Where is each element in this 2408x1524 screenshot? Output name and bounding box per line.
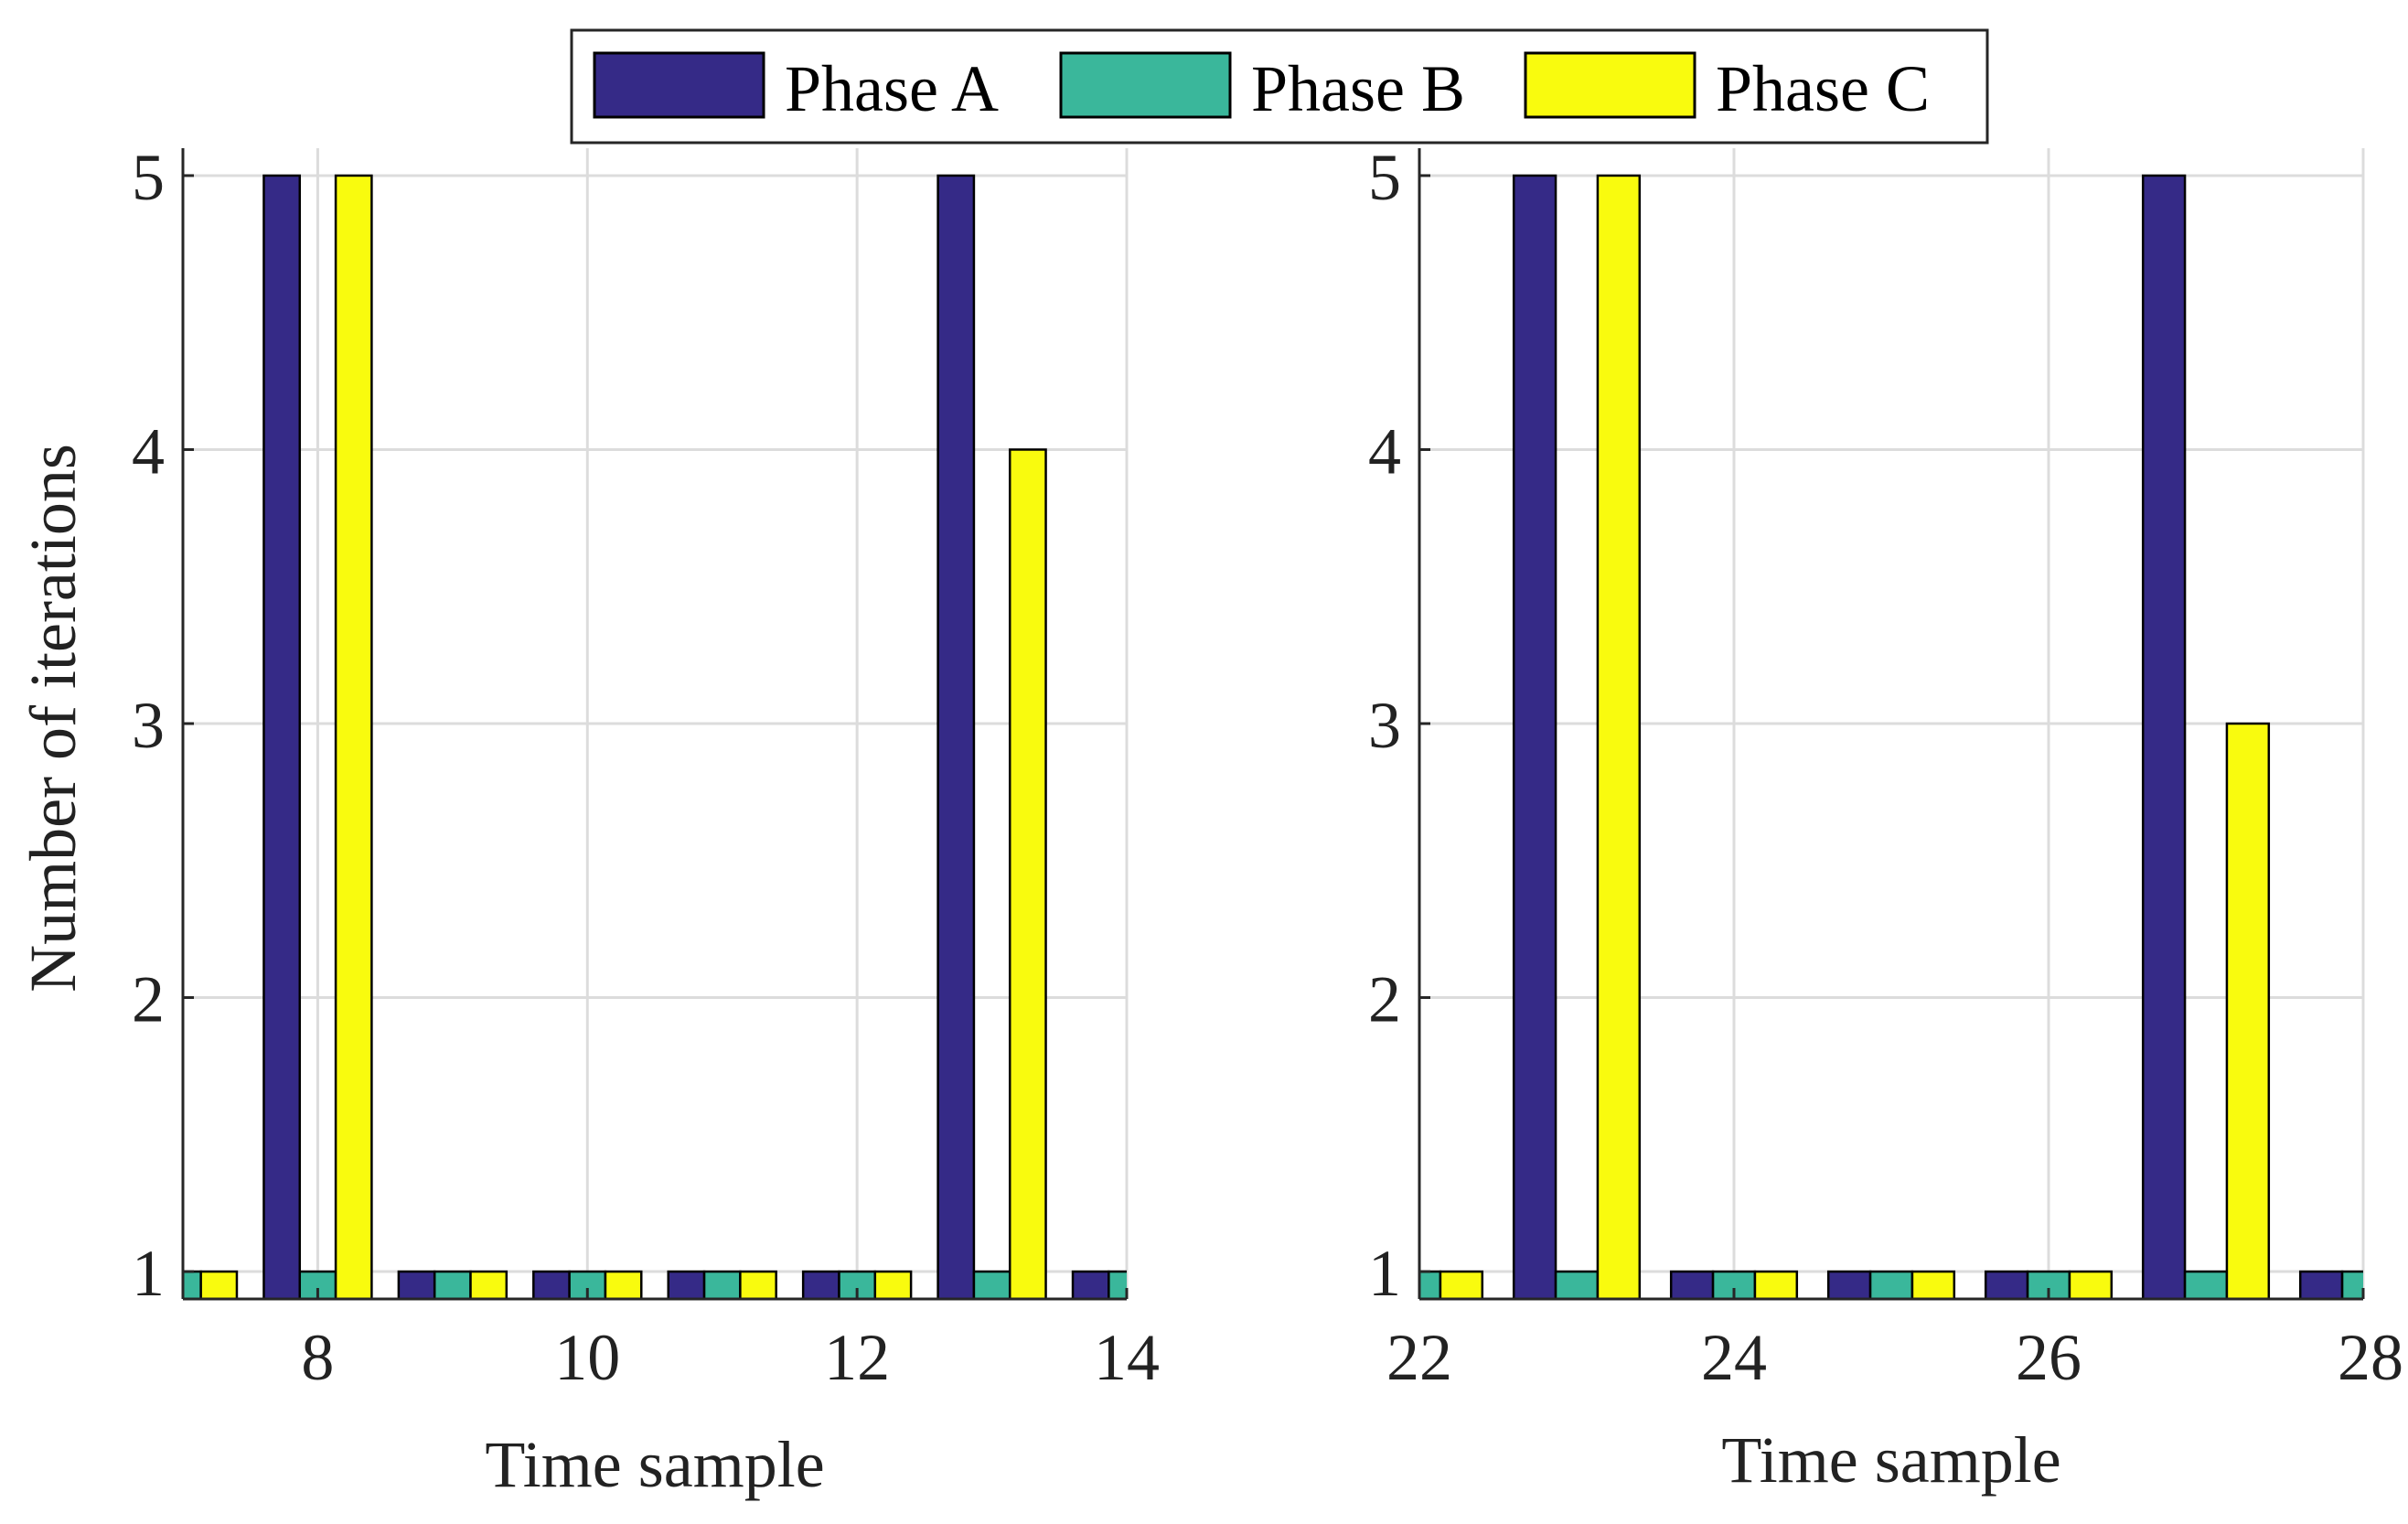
x-tick-labels-right: 22 24 26 28 — [1386, 1321, 2403, 1394]
bar-phase-a-11 — [667, 1270, 706, 1299]
bar-phase-a-10 — [532, 1270, 571, 1299]
bar-phase-c-26 — [2068, 1270, 2114, 1299]
bar-phase-c-23 — [1596, 174, 1642, 1299]
x-tick-label: 22 — [1386, 1321, 1452, 1394]
x-axis-title-right: Time sample — [1721, 1423, 2060, 1497]
bar-phase-a-26 — [1984, 1270, 2029, 1299]
y-tick-label: 3 — [132, 689, 165, 762]
y-tick-label: 2 — [132, 963, 165, 1036]
legend-swatch-phase-b — [1059, 51, 1232, 119]
y-tick-label: 5 — [132, 141, 165, 214]
bar-phase-c-11 — [739, 1270, 777, 1299]
bar-phase-c-22 — [1439, 1270, 1484, 1299]
bar-phase-c-27 — [2225, 722, 2271, 1299]
bar-phase-b-9 — [433, 1270, 472, 1299]
bar-phase-c-28 — [2384, 1272, 2408, 1299]
x-tick-labels-left: 8 10 12 14 — [301, 1321, 1160, 1394]
x-tick-label: 14 — [1094, 1321, 1160, 1394]
legend-label-phase-c: Phase C — [1716, 52, 1930, 125]
axes-right — [1418, 148, 2365, 1301]
legend-label-phase-a: Phase A — [785, 52, 999, 125]
bar-phase-b-25 — [1868, 1270, 1914, 1299]
bar-phase-a-28 — [2298, 1270, 2344, 1299]
bars-left — [183, 174, 1181, 1299]
bar-phase-a-27 — [2141, 174, 2187, 1299]
bar-phase-b-23 — [1554, 1270, 1600, 1299]
y-tick-label: 4 — [1368, 414, 1401, 488]
bar-phase-c-12 — [873, 1270, 913, 1299]
chart-right: 22 24 26 28 1 2 3 4 5 Time sample — [1368, 141, 2408, 1497]
bar-phase-b-14 — [1108, 1270, 1127, 1299]
bar-phase-b-11 — [702, 1270, 742, 1299]
axes-left — [181, 148, 1129, 1301]
bar-phase-c-14 — [1145, 1272, 1181, 1299]
bar-phase-a-8 — [262, 174, 302, 1299]
bar-phase-a-14 — [1071, 1270, 1110, 1299]
bar-phase-b-13 — [972, 1270, 1011, 1299]
bar-phase-a-24 — [1669, 1270, 1715, 1299]
bar-phase-a-12 — [801, 1270, 840, 1299]
bar-phase-c-9 — [469, 1270, 508, 1299]
x-tick-label: 28 — [2338, 1321, 2403, 1394]
bar-phase-a-23 — [1512, 174, 1557, 1299]
bars-right — [1419, 174, 2408, 1299]
bar-phase-a-9 — [397, 1270, 436, 1299]
bar-phase-c-24 — [1753, 1270, 1799, 1299]
y-tick-label: 2 — [1368, 963, 1401, 1036]
bar-phase-c-10 — [604, 1270, 643, 1299]
x-tick-label: 26 — [2016, 1321, 2082, 1394]
y-tick-label: 4 — [132, 414, 165, 488]
bar-phase-c-7 — [199, 1270, 239, 1299]
bar-phase-c-25 — [1910, 1270, 1956, 1299]
x-axis-title-left: Time sample — [485, 1428, 824, 1501]
y-tick-labels-left: 1 2 3 4 5 — [132, 141, 165, 1310]
grid-lines-left — [183, 148, 1129, 1299]
y-tick-labels-right: 1 2 3 4 5 — [1368, 141, 1401, 1310]
legend: Phase A Phase B Phase C — [570, 28, 1989, 145]
x-tick-label: 24 — [1701, 1321, 1767, 1394]
bar-phase-c-13 — [1008, 448, 1047, 1299]
y-axis-title: Number of iterations — [16, 444, 90, 993]
bar-phase-c-8 — [334, 174, 373, 1299]
x-tick-label: 10 — [554, 1321, 620, 1394]
bar-phase-b-12 — [838, 1270, 877, 1299]
legend-box — [570, 28, 1989, 145]
y-tick-label: 1 — [1368, 1237, 1401, 1310]
y-tick-label: 1 — [132, 1237, 165, 1310]
bar-phase-b-27 — [2183, 1270, 2229, 1299]
legend-swatch-phase-c — [1524, 51, 1696, 119]
bar-phase-a-25 — [1826, 1270, 1872, 1299]
y-tick-label: 5 — [1368, 141, 1401, 214]
legend-swatch-phase-a — [593, 51, 765, 119]
grid-lines-right — [1418, 148, 2365, 1299]
legend-label-phase-b: Phase B — [1251, 52, 1465, 125]
x-tick-label: 8 — [301, 1321, 334, 1394]
y-tick-label: 3 — [1368, 689, 1401, 762]
bar-phase-a-13 — [936, 174, 976, 1299]
x-tick-label: 12 — [824, 1321, 890, 1394]
